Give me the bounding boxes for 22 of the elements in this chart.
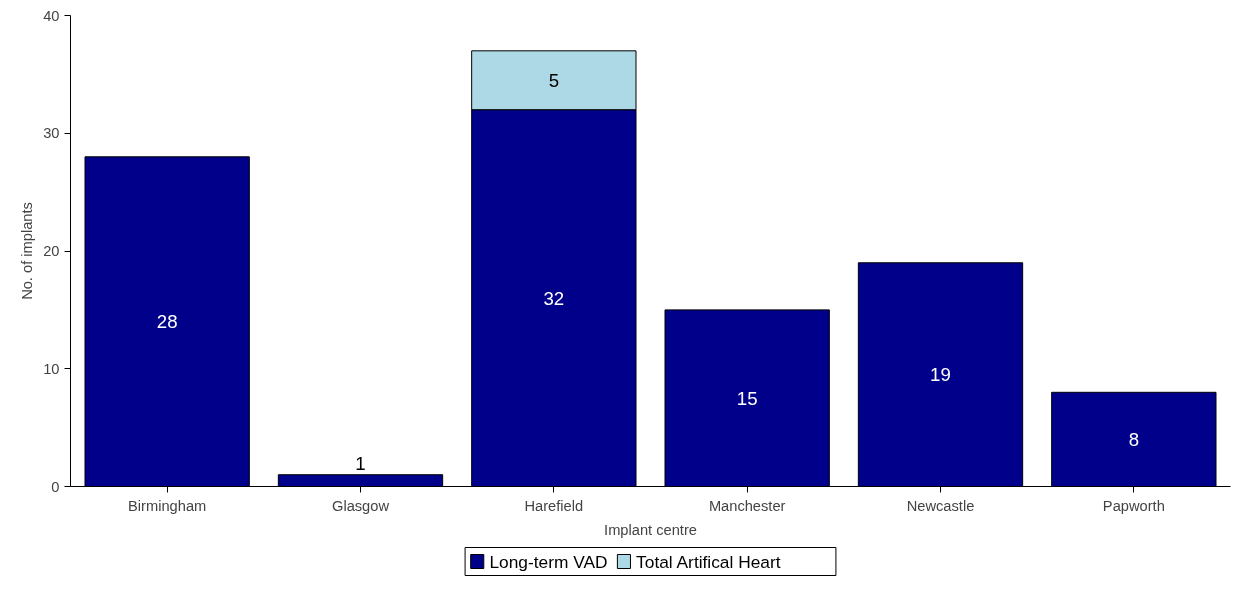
data-label: 8 [1128, 428, 1140, 450]
y-tick-label: 10 [43, 360, 60, 377]
x-tick-label: Harefield [524, 497, 584, 514]
data-label: 32 [543, 287, 565, 309]
x-tick-label: Newcastle [906, 497, 975, 514]
y-tick-label: 40 [43, 7, 60, 24]
data-label: 5 [548, 69, 560, 91]
data-label: 15 [736, 387, 758, 409]
legend-label: Long-term VAD [489, 551, 608, 572]
data-label: 1 [355, 453, 366, 475]
y-tick-label: 30 [43, 125, 60, 142]
data-label: 19 [930, 364, 951, 386]
x-axis-title: Implant centre [604, 521, 697, 538]
y-tick-label: 0 [51, 478, 60, 495]
x-tick-label: Glasgow [331, 497, 390, 514]
legend-label: Total Artifical Heart [636, 551, 781, 572]
data-label: 28 [156, 311, 178, 333]
x-tick-label: Birmingham [128, 497, 207, 514]
x-tick-label: Papworth [1102, 497, 1165, 514]
x-tick-label: Manchester [708, 497, 786, 514]
y-tick-label: 20 [43, 243, 60, 259]
y-axis-title: No. of implants [19, 202, 36, 300]
